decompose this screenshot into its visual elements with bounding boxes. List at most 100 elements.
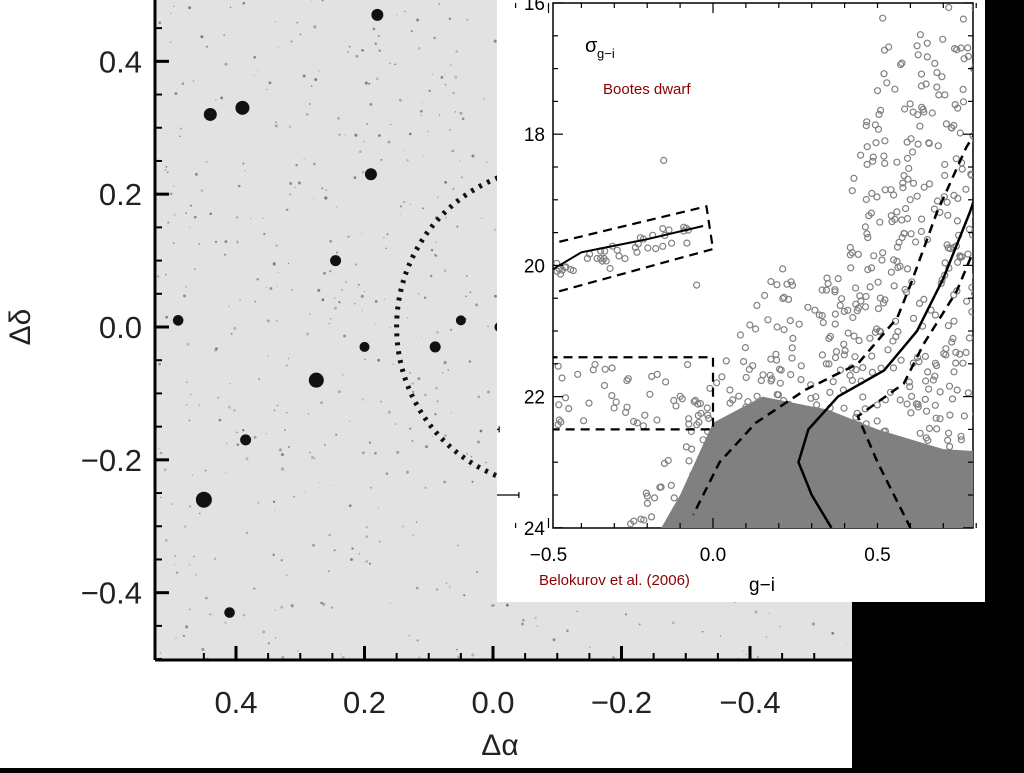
star-point	[891, 317, 900, 325]
star-point	[960, 412, 968, 420]
faint-star	[335, 205, 338, 208]
faint-star	[188, 6, 192, 10]
faint-star	[411, 382, 414, 385]
faint-star	[406, 470, 409, 474]
star-point	[766, 371, 774, 379]
star-point	[959, 359, 967, 367]
star-point	[682, 443, 690, 451]
star-point	[923, 236, 931, 244]
faint-star	[378, 49, 381, 52]
faint-star	[494, 294, 497, 298]
star-point	[841, 465, 849, 474]
faint-star	[277, 271, 279, 274]
star-point	[893, 158, 901, 166]
star-point	[983, 387, 985, 393]
star-point	[791, 501, 799, 509]
faint-star	[283, 429, 286, 432]
star-point	[832, 348, 841, 356]
faint-star	[275, 244, 278, 247]
star-point	[678, 508, 686, 517]
faint-star	[280, 453, 284, 457]
faint-star	[431, 73, 434, 76]
star-point	[971, 476, 973, 482]
faint-star	[218, 418, 222, 422]
faint-star	[493, 39, 497, 43]
star-point	[693, 281, 701, 289]
bright-star	[224, 607, 235, 618]
star-point	[822, 286, 830, 294]
star-point	[866, 334, 874, 342]
y-tick-label: −0.2	[81, 443, 142, 478]
star-point	[745, 365, 753, 373]
star-point	[931, 311, 939, 319]
star-point	[759, 371, 767, 379]
star-point	[894, 263, 902, 272]
star-point	[876, 294, 884, 302]
star-point	[840, 404, 848, 412]
faint-star	[369, 486, 373, 489]
bright-star	[371, 8, 384, 21]
star-point	[633, 248, 641, 256]
star-point	[952, 155, 960, 163]
star-point	[727, 460, 735, 468]
faint-star	[445, 582, 448, 584]
star-point	[959, 85, 967, 94]
faint-star	[188, 505, 192, 508]
faint-star	[396, 14, 398, 16]
faint-star	[360, 294, 364, 298]
faint-star	[313, 162, 316, 166]
faint-star	[432, 435, 434, 437]
star-point	[911, 469, 919, 478]
star-point	[823, 274, 831, 282]
faint-star	[768, 612, 770, 614]
faint-star	[263, 232, 266, 235]
faint-star	[473, 192, 476, 194]
star-point	[941, 171, 949, 180]
faint-star	[412, 534, 414, 536]
faint-star	[338, 133, 341, 136]
star-point	[906, 196, 914, 204]
star-point	[917, 70, 926, 78]
faint-star	[408, 634, 411, 637]
star-point	[855, 337, 863, 345]
faint-star	[361, 48, 364, 52]
star-point	[893, 445, 901, 453]
star-point	[881, 296, 889, 304]
star-point	[950, 121, 958, 130]
star-point	[920, 295, 928, 303]
faint-star	[358, 553, 361, 555]
star-point	[742, 373, 750, 382]
star-point	[591, 360, 599, 369]
star-point	[623, 377, 631, 385]
faint-star	[368, 562, 372, 565]
star-point	[877, 513, 885, 521]
star-point	[720, 480, 729, 488]
star-point	[880, 46, 889, 54]
star-point	[900, 172, 908, 180]
star-point	[751, 475, 759, 483]
faint-star	[417, 47, 421, 50]
star-point	[678, 395, 686, 403]
star-point	[864, 266, 872, 274]
faint-star	[465, 295, 467, 298]
faint-star	[436, 588, 439, 591]
faint-star	[436, 196, 439, 199]
star-point	[949, 334, 957, 343]
star-point	[826, 453, 834, 461]
faint-star	[469, 291, 472, 294]
faint-star	[215, 347, 218, 351]
star-point	[956, 350, 964, 358]
star-point	[818, 351, 826, 359]
faint-star	[280, 559, 283, 562]
faint-star	[320, 187, 324, 190]
faint-star	[465, 275, 468, 278]
star-point	[647, 513, 656, 521]
faint-star	[425, 445, 428, 449]
star-point	[780, 293, 788, 301]
faint-star	[701, 630, 704, 633]
star-point	[600, 381, 609, 390]
star-point	[982, 395, 985, 401]
faint-star	[349, 420, 351, 422]
faint-star	[335, 433, 338, 436]
faint-star	[200, 189, 204, 192]
